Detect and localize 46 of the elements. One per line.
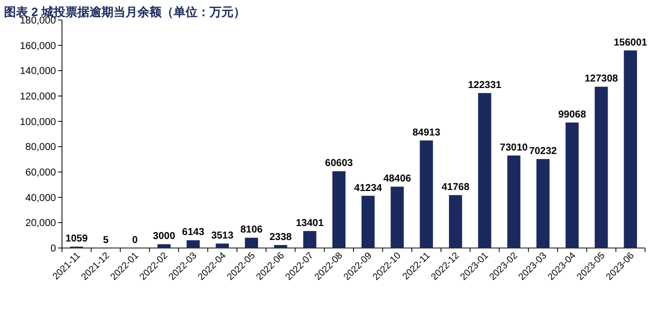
data-label: 73010 <box>500 142 528 154</box>
data-label: 70232 <box>529 146 558 158</box>
bar <box>186 240 200 248</box>
data-label: 41768 <box>442 182 470 194</box>
bar <box>448 195 462 248</box>
data-label: 127308 <box>584 74 618 85</box>
bar <box>362 196 375 248</box>
bar <box>624 50 637 248</box>
bar <box>216 244 229 248</box>
data-label: 5 <box>102 234 109 246</box>
y-tick-label: 140,000 <box>20 66 56 78</box>
bar <box>390 186 404 248</box>
y-tick-label: 20,000 <box>25 218 56 230</box>
data-label: 122331 <box>468 80 502 92</box>
data-label: 41234 <box>354 182 382 194</box>
data-label: 99068 <box>558 110 586 121</box>
y-tick-label: 60,000 <box>25 168 56 178</box>
y-tick-label: 160,000 <box>20 40 56 52</box>
bar <box>244 238 258 248</box>
data-label: 84913 <box>412 127 441 138</box>
bar <box>536 159 550 248</box>
bar <box>157 244 171 248</box>
bar <box>332 171 346 248</box>
data-label: 13401 <box>296 218 324 230</box>
y-tick-label: 120,000 <box>20 92 56 102</box>
data-label: 3000 <box>152 231 176 242</box>
y-tick-label: 80,000 <box>25 142 56 154</box>
bar <box>420 140 433 248</box>
data-label: 2338 <box>270 232 292 244</box>
data-label: 48406 <box>383 174 412 185</box>
data-label: 3513 <box>211 230 234 242</box>
bar <box>594 86 608 248</box>
data-label: 0 <box>132 235 138 246</box>
data-label: 156001 <box>614 37 648 48</box>
data-label: 1059 <box>65 234 88 245</box>
bar <box>478 93 492 248</box>
bar <box>303 231 316 248</box>
bar <box>566 122 579 248</box>
data-label: 6143 <box>182 227 205 238</box>
bar <box>274 245 288 248</box>
bar <box>507 156 520 248</box>
y-tick-label: 0 <box>50 244 56 254</box>
data-label: 8106 <box>240 224 264 236</box>
y-tick-label: 40,000 <box>25 192 56 204</box>
data-label: 60603 <box>325 158 354 170</box>
y-tick-label: 100,000 <box>20 116 56 128</box>
